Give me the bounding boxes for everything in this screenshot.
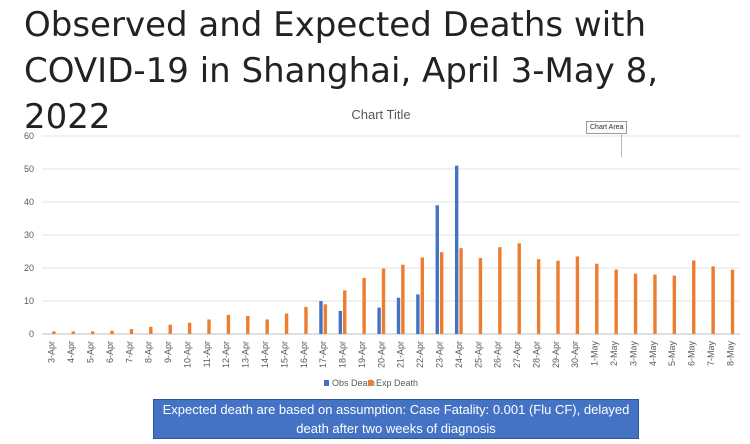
- obs-death-bar: [319, 301, 323, 334]
- obs-death-bar: [377, 307, 381, 334]
- x-tick-label: 27-Apr: [512, 341, 522, 368]
- exp-death-bar: [362, 277, 366, 334]
- legend-swatch: [368, 380, 373, 386]
- obs-death-bar: [396, 297, 401, 334]
- x-tick-label: 18-Apr: [338, 341, 348, 368]
- exp-death-bar: [323, 304, 328, 334]
- x-tick-label: 8-May: [725, 341, 735, 367]
- assumption-note: Expected death are based on assumption: …: [153, 399, 639, 439]
- x-tick-label: 12-Apr: [221, 341, 231, 368]
- x-tick-label: 13-Apr: [241, 341, 251, 368]
- x-tick-label: 15-Apr: [279, 341, 289, 368]
- x-tick-label: 2-May: [609, 341, 619, 367]
- exp-death-bar: [653, 274, 657, 334]
- y-tick-label: 0: [29, 329, 34, 339]
- obs-death-bar: [416, 294, 420, 334]
- exp-death-bar: [168, 324, 172, 334]
- exp-death-bar: [265, 319, 269, 334]
- obs-death-bar: [454, 165, 459, 334]
- exp-death-bar: [226, 314, 231, 334]
- exp-death-bar: [187, 322, 192, 334]
- exp-death-bar: [343, 290, 347, 334]
- x-tick-label: 8-Apr: [144, 341, 154, 363]
- x-tick-label: 29-Apr: [551, 341, 561, 368]
- x-tick-label: 5-May: [667, 341, 677, 367]
- chart-title: Chart Title: [351, 107, 410, 122]
- exp-death-bar: [595, 263, 599, 334]
- exp-death-bar: [536, 259, 541, 334]
- exp-death-bar: [110, 330, 114, 334]
- exp-death-bar: [149, 326, 153, 334]
- x-tick-label: 5-Apr: [85, 341, 95, 363]
- exp-death-bar: [129, 329, 134, 334]
- exp-death-bar: [498, 247, 502, 334]
- exp-death-bar: [420, 257, 424, 334]
- tooltip-pointer: [621, 133, 622, 157]
- x-tick-label: 17-Apr: [318, 341, 328, 368]
- x-tick-label: 20-Apr: [376, 341, 386, 368]
- exp-death-bar: [730, 269, 735, 334]
- legend-swatch: [324, 380, 329, 386]
- chart-area-tooltip: Chart Area: [586, 121, 628, 134]
- exp-death-bar: [304, 306, 308, 334]
- exp-death-bar: [517, 243, 521, 334]
- exp-death-bar: [478, 258, 483, 334]
- exp-death-bar: [401, 264, 405, 334]
- exp-death-bar: [711, 266, 715, 334]
- exp-death-bar: [614, 269, 618, 334]
- x-tick-label: 16-Apr: [299, 341, 309, 368]
- page-title: Observed and Expected Deaths with COVID-…: [24, 5, 659, 137]
- y-tick-label: 30: [24, 230, 34, 240]
- exp-death-bar: [672, 275, 677, 334]
- x-tick-label: 21-Apr: [396, 341, 406, 368]
- x-tick-label: 1-May: [590, 341, 600, 367]
- x-tick-label: 11-Apr: [202, 341, 212, 367]
- y-tick-label: 10: [24, 296, 34, 306]
- exp-death-bar: [284, 313, 289, 334]
- exp-death-bar: [381, 268, 386, 334]
- exp-death-bar: [556, 260, 560, 334]
- x-tick-label: 7-May: [706, 341, 716, 367]
- exp-death-bar: [692, 260, 696, 334]
- x-tick-label: 9-Apr: [163, 341, 173, 363]
- x-tick-label: 22-Apr: [415, 341, 425, 368]
- x-tick-label: 30-Apr: [570, 341, 580, 368]
- legend-label: Obs Death: [332, 378, 375, 388]
- exp-death-bar: [52, 331, 56, 334]
- x-tick-label: 3-Apr: [47, 341, 57, 363]
- x-tick-label: 4-Apr: [66, 341, 76, 363]
- x-tick-label: 4-May: [648, 341, 658, 367]
- x-tick-label: 3-May: [628, 341, 638, 367]
- x-tick-label: 6-May: [687, 341, 697, 367]
- exp-death-bar: [439, 252, 444, 334]
- x-tick-label: 25-Apr: [473, 341, 483, 368]
- x-tick-label: 7-Apr: [124, 341, 134, 363]
- x-tick-label: 23-Apr: [434, 341, 444, 368]
- exp-death-bar: [90, 331, 95, 334]
- y-tick-label: 40: [24, 197, 34, 207]
- x-tick-label: 26-Apr: [493, 341, 503, 368]
- legend-label: Exp Death: [376, 378, 418, 388]
- y-tick-label: 60: [24, 131, 34, 141]
- exp-death-bar: [459, 248, 463, 334]
- obs-death-bar: [435, 205, 439, 334]
- exp-death-bar: [71, 331, 75, 334]
- exp-death-bar: [207, 319, 211, 334]
- x-tick-label: 19-Apr: [357, 341, 367, 368]
- exp-death-bar: [633, 273, 638, 334]
- x-tick-label: 6-Apr: [105, 341, 115, 363]
- x-tick-label: 28-Apr: [531, 341, 541, 368]
- obs-death-bar: [338, 310, 343, 334]
- exp-death-bar: [246, 315, 250, 334]
- exp-death-bar: [575, 256, 580, 334]
- x-tick-label: 10-Apr: [182, 341, 192, 368]
- y-tick-label: 20: [24, 263, 34, 273]
- x-tick-label: 24-Apr: [454, 341, 464, 368]
- x-tick-label: 14-Apr: [260, 341, 270, 368]
- y-tick-label: 50: [24, 164, 34, 174]
